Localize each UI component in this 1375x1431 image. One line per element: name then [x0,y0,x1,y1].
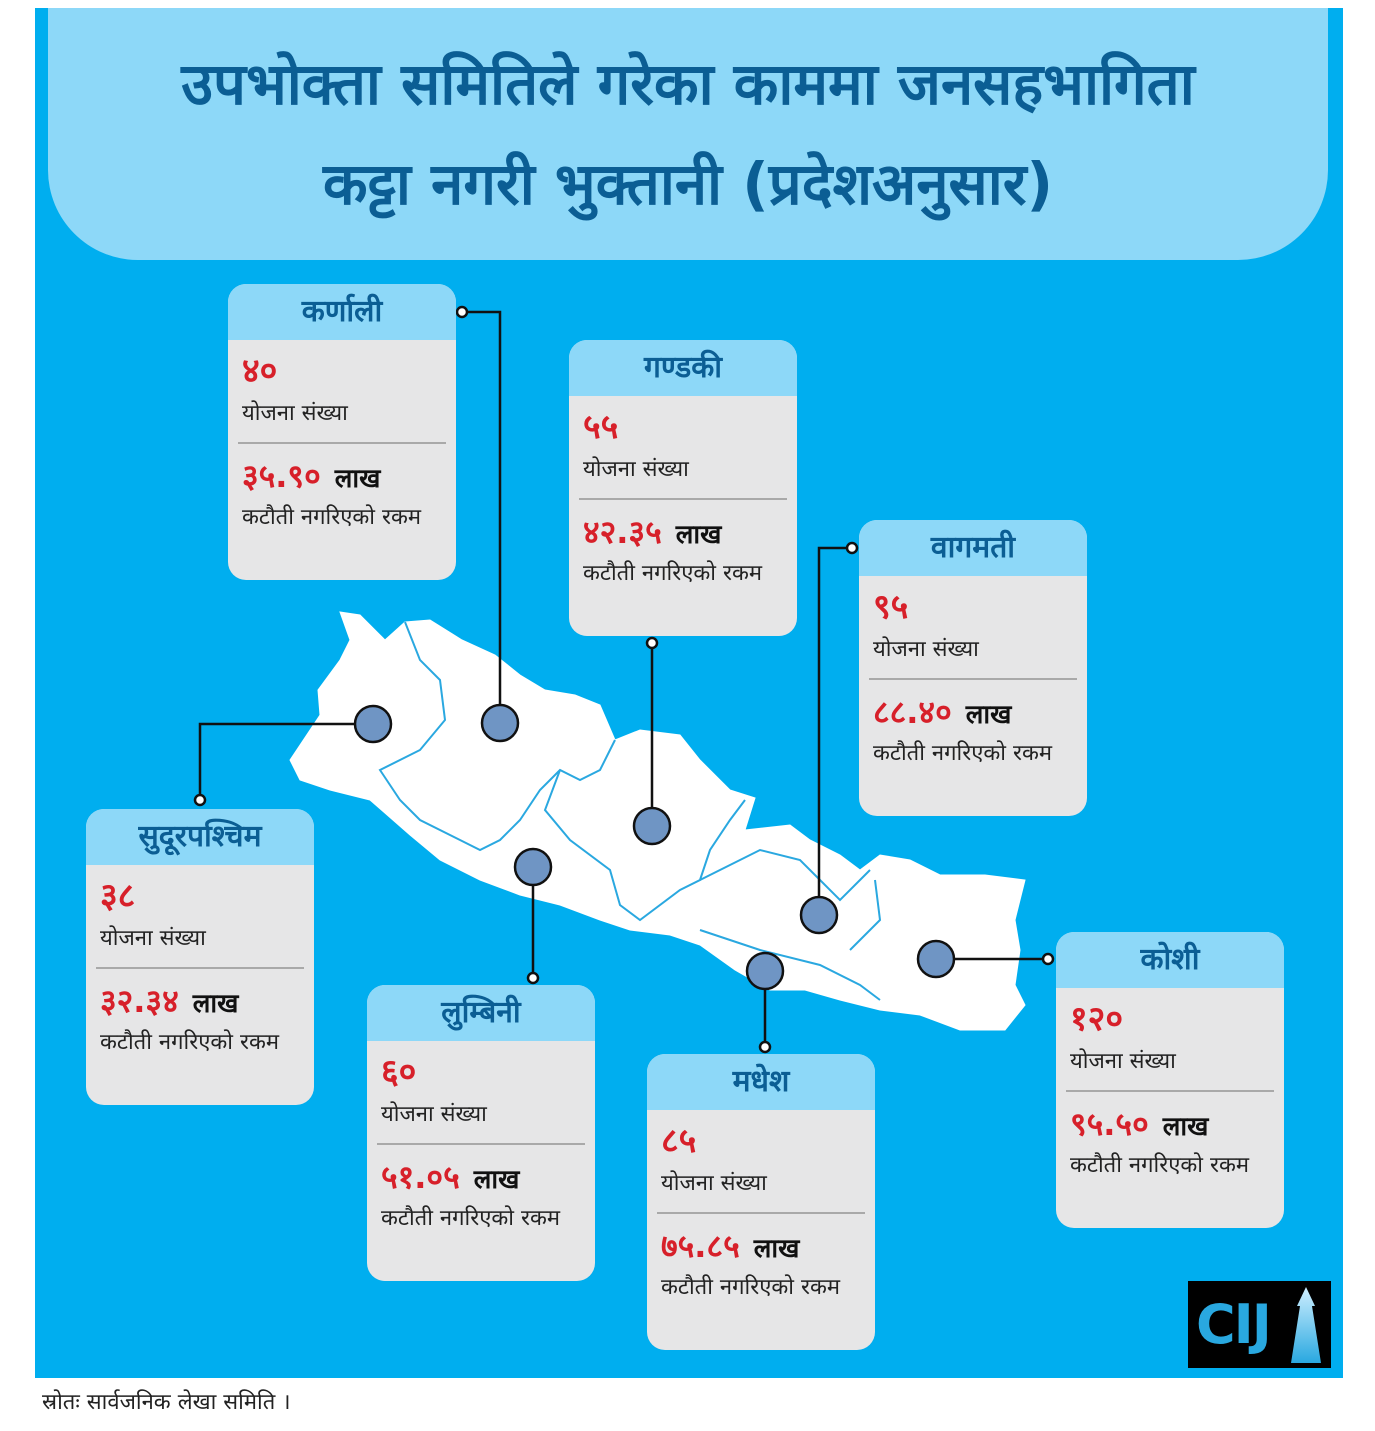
projects-label: योजना संख्या [661,1171,767,1196]
logo-text: CIJ [1196,1293,1272,1356]
divider [238,442,446,444]
card-sudurpashchim: सुदूरपश्चिम ३८ योजना संख्या ३२.३४ लाख कटौ… [86,809,314,1105]
title-line-1: उपभोक्ता समितिले गरेका काममा जनसहभागिता [181,50,1195,118]
projects-count: ५५ [583,407,619,447]
projects-count: ९५ [873,587,909,627]
amount-unit: लाख [334,464,381,494]
marker-sudurpashchim [353,704,393,744]
amount-unit: लाख [192,989,239,1019]
amount-unit: लाख [753,1234,800,1264]
title-banner: उपभोक्ता समितिले गरेका काममा जनसहभागिता … [48,8,1328,260]
province-name: लुम्बिनी [367,985,595,1041]
amount-label: कटौती नगरिएको रकम [381,1206,561,1231]
province-borders [378,621,882,1001]
amount-value: ५१.०५ [381,1158,460,1196]
projects-label: योजना संख्या [1070,1049,1176,1074]
cij-logo: CIJ [1188,1281,1331,1368]
card-lumbini: लुम्बिनी ६० योजना संख्या ५१.०५ लाख कटौती … [367,985,595,1281]
divider [96,967,304,969]
card-gandaki: गण्डकी ५५ योजना संख्या ४२.३५ लाख कटौती नग… [569,340,797,636]
amount-value: ३२.३४ [100,982,179,1020]
divider [657,1212,865,1214]
amount-unit: लाख [675,520,722,550]
amount-unit: लाख [965,700,1012,730]
projects-count: ६० [381,1052,417,1092]
card-koshi: कोशी १२० योजना संख्या ९५.५० लाख कटौती नगर… [1056,932,1284,1228]
amount-unit: लाख [1162,1112,1209,1142]
province-name: वागमती [859,520,1087,576]
amount-value: ८८.४० [873,693,952,731]
projects-label: योजना संख्या [583,457,689,482]
province-name: कर्णाली [228,284,456,340]
province-name: गण्डकी [569,340,797,396]
card-bagmati: वागमती ९५ योजना संख्या ८८.४० लाख कटौती नग… [859,520,1087,816]
amount-value: ९५.५० [1070,1105,1149,1143]
province-name: सुदूरपश्चिम [86,809,314,865]
divider [869,678,1077,680]
amount-label: कटौती नगरिएको रकम [242,505,422,530]
marker-karnali [480,703,520,743]
province-name: कोशी [1056,932,1284,988]
card-karnali: कर्णाली ४० योजना संख्या ३५.९० लाख कटौती न… [228,284,456,580]
marker-madhesh [745,951,785,991]
projects-label: योजना संख्या [100,926,206,951]
projects-label: योजना संख्या [873,637,979,662]
connector-ends [193,305,1055,1054]
amount-unit: लाख [473,1165,520,1195]
title-line-2: कट्टा नगरी भुक्तानी (प्रदेशअनुसार) [323,150,1053,218]
amount-label: कटौती नगरिएको रकम [873,741,1053,766]
projects-count: १२० [1070,999,1124,1039]
projects-label: योजना संख्या [381,1102,487,1127]
divider [579,498,787,500]
card-madhesh: मधेश ८५ योजना संख्या ७५.८५ लाख कटौती नगरि… [647,1054,875,1350]
marker-koshi [916,939,956,979]
amount-value: ३५.९० [242,457,321,495]
marker-lumbini [513,847,553,887]
amount-label: कटौती नगरिएको रकम [100,1030,280,1055]
divider [377,1143,585,1145]
projects-count: ८५ [661,1121,697,1161]
projects-count: ३८ [100,876,136,916]
amount-label: कटौती नगरिएको रकम [661,1275,841,1300]
amount-label: कटौती नगरिएको रकम [1070,1153,1250,1178]
province-name: मधेश [647,1054,875,1110]
source-note: स्रोतः सार्वजनिक लेखा समिति । [42,1390,291,1415]
divider [1066,1090,1274,1092]
clock-tower-icon [1291,1287,1321,1363]
amount-label: कटौती नगरिएको रकम [583,561,763,586]
amount-value: ४२.३५ [583,513,662,551]
marker-gandaki [632,806,672,846]
projects-label: योजना संख्या [242,401,348,426]
marker-bagmati [799,895,839,935]
amount-value: ७५.८५ [661,1227,740,1265]
projects-count: ४० [242,351,278,391]
